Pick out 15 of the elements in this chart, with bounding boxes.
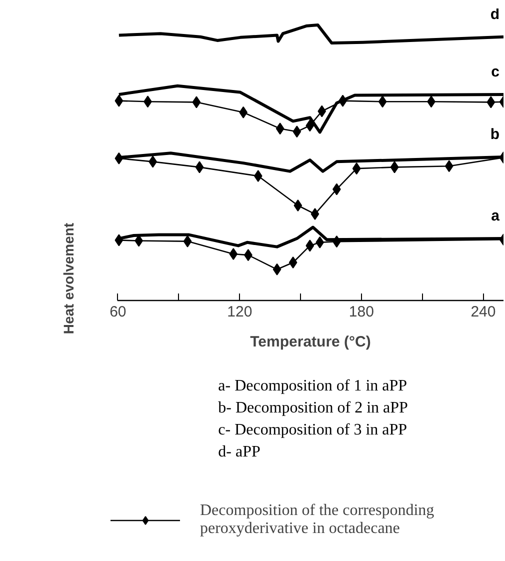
x-tick-label: 180	[348, 304, 374, 321]
x-axis-title: Temperature (°C)	[250, 334, 371, 350]
x-tick-label: 60	[110, 304, 126, 321]
legend-label: Decomposition of the corresponding peroxyderivative in octadecane	[200, 501, 434, 539]
annotation: b	[490, 126, 500, 143]
text: c- Decomposition of 3 in aPP	[218, 422, 408, 439]
y-axis-title: Heat evolvement	[60, 222, 76, 334]
text: d	[490, 6, 500, 23]
annotation: c	[491, 63, 500, 80]
text: d- aPP	[218, 444, 260, 461]
x-tick-label: 240	[470, 304, 496, 321]
text: b- Decomposition of 2 in aPP	[218, 399, 408, 416]
text: a- Decomposition of 1 in aPP	[218, 377, 408, 394]
x-tick-label: 120	[227, 304, 252, 321]
annotation: a	[491, 208, 500, 225]
